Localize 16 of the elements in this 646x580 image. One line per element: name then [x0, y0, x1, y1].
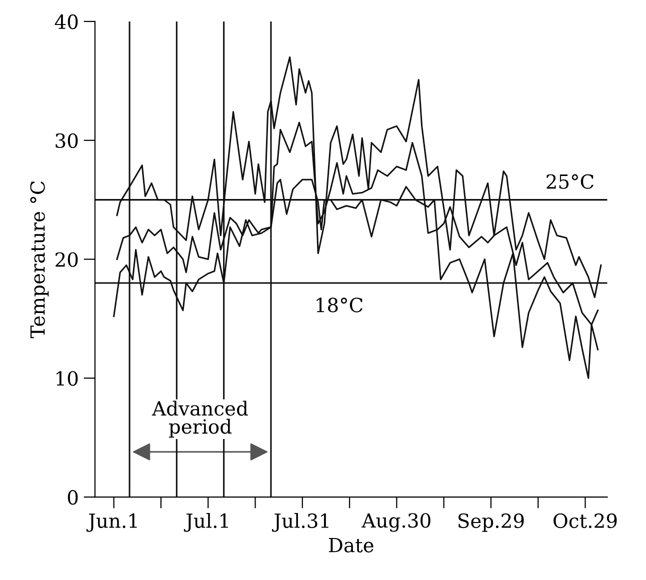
y-axis-title: Temperature °C: [30, 181, 49, 338]
x-tick-label: Aug.30: [362, 513, 430, 532]
y-tick-label: 40: [54, 14, 78, 30]
y-tick-label: 20: [56, 252, 78, 267]
annotation: Advanced period: [152, 400, 248, 438]
x-tick-label: Jul.1: [184, 513, 228, 532]
x-tick-label: Jun.1: [86, 513, 137, 532]
ref-line-label: 25°C: [546, 174, 594, 189]
x-tick-label: Sep.29: [458, 513, 524, 532]
x-tick-label: Oct.29: [554, 513, 617, 528]
x-axis-title: Date: [328, 538, 374, 552]
y-tick-label: 30: [56, 133, 78, 148]
x-tick-label: Jul.31: [272, 513, 328, 532]
y-tick-label: 10: [56, 371, 78, 386]
y-tick-label: 0: [68, 490, 78, 505]
ref-line-label: 18°C: [316, 298, 363, 312]
